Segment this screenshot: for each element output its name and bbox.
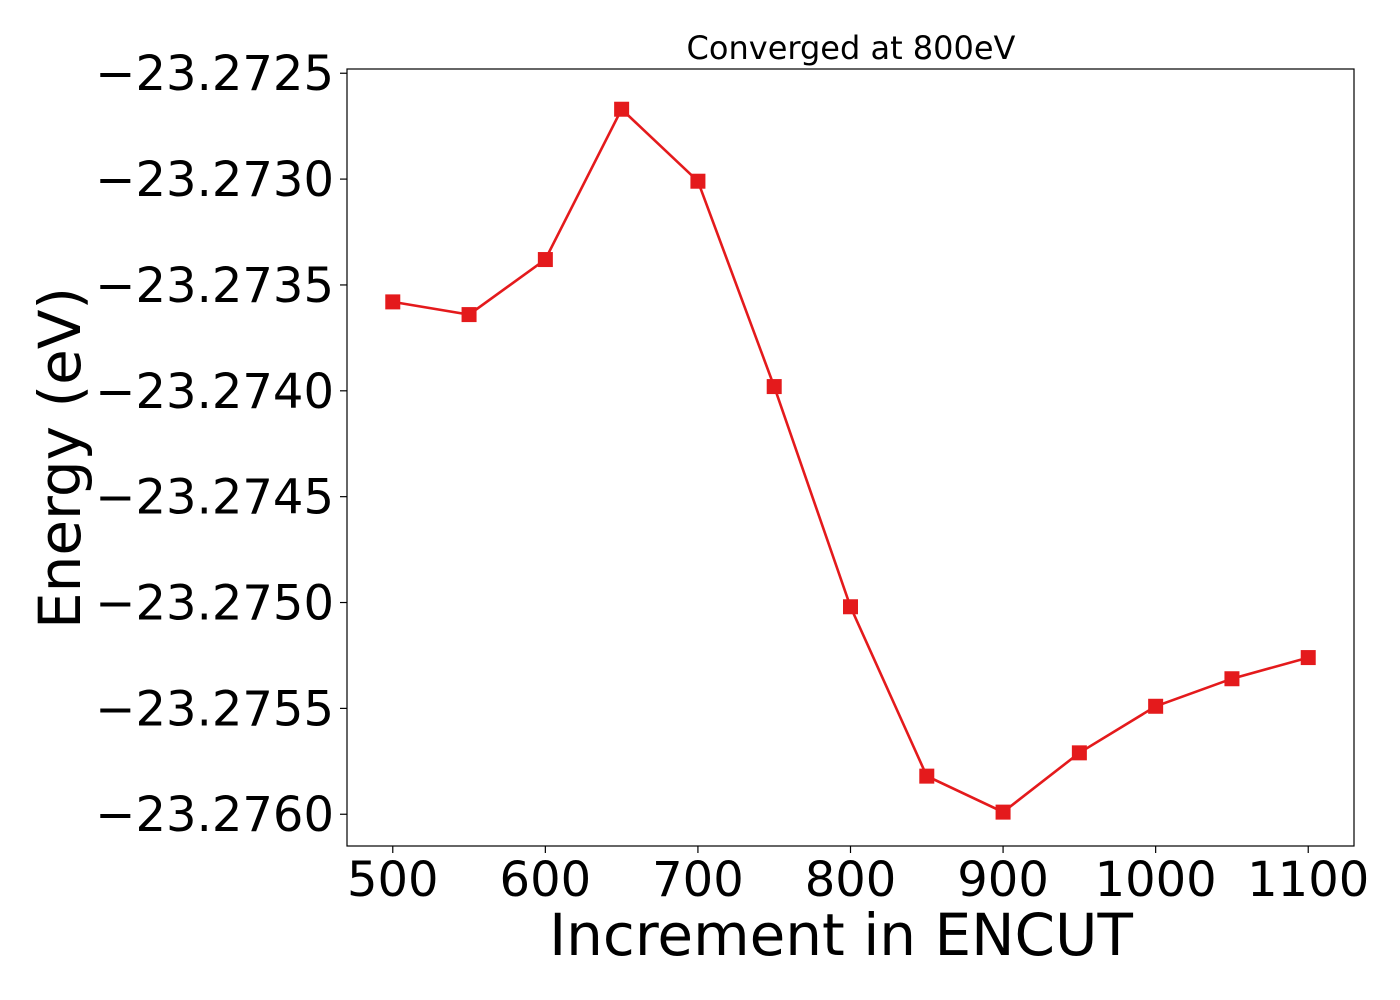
data-point-marker	[766, 379, 782, 395]
x-tick-label: 800	[805, 852, 897, 908]
y-tick-label: −23.2745	[95, 470, 334, 526]
data-point-marker	[385, 294, 401, 310]
plot-area	[346, 68, 1355, 847]
data-point-marker	[1224, 671, 1240, 687]
series-group	[385, 101, 1316, 820]
y-tick-label: −23.2730	[95, 152, 334, 208]
data-point-marker	[995, 804, 1011, 820]
data-point-marker	[1300, 650, 1316, 666]
data-point-marker	[843, 599, 858, 615]
y-axis: −23.2725 −23.2730 −23.2735 −23.2740 −23.2745…	[95, 46, 347, 843]
data-point-marker	[1148, 698, 1164, 714]
data-point-marker	[690, 173, 706, 189]
y-tick-label: −23.2750	[95, 576, 334, 632]
y-tick-label: −23.2740	[95, 364, 334, 420]
x-tick-label: 1000	[1095, 852, 1217, 908]
data-point-marker	[919, 768, 935, 784]
x-tick-label: 500	[347, 852, 439, 908]
x-tick-label: 1100	[1247, 852, 1369, 908]
y-axis-label: Energy (eV)	[26, 287, 94, 629]
chart-title: Converged at 800eV	[687, 29, 1016, 67]
data-point-marker	[537, 252, 553, 268]
y-tick-label: −23.2755	[95, 681, 334, 737]
x-tick-label: 900	[957, 852, 1049, 908]
x-tick-label: 600	[500, 852, 592, 908]
y-tick-label: −23.2725	[95, 46, 334, 102]
data-point-marker	[461, 307, 477, 323]
data-point-marker	[614, 101, 630, 117]
y-tick-label: −23.2735	[95, 258, 334, 314]
x-tick-label: 700	[652, 852, 744, 908]
series-line	[392, 107, 1309, 814]
y-tick-label: −23.2760	[95, 787, 334, 843]
x-axis-label: Increment in ENCUT	[549, 901, 1133, 969]
x-axis: 500 600 700 800 900 1000 1100	[347, 846, 1369, 908]
data-point-marker	[1071, 745, 1087, 761]
